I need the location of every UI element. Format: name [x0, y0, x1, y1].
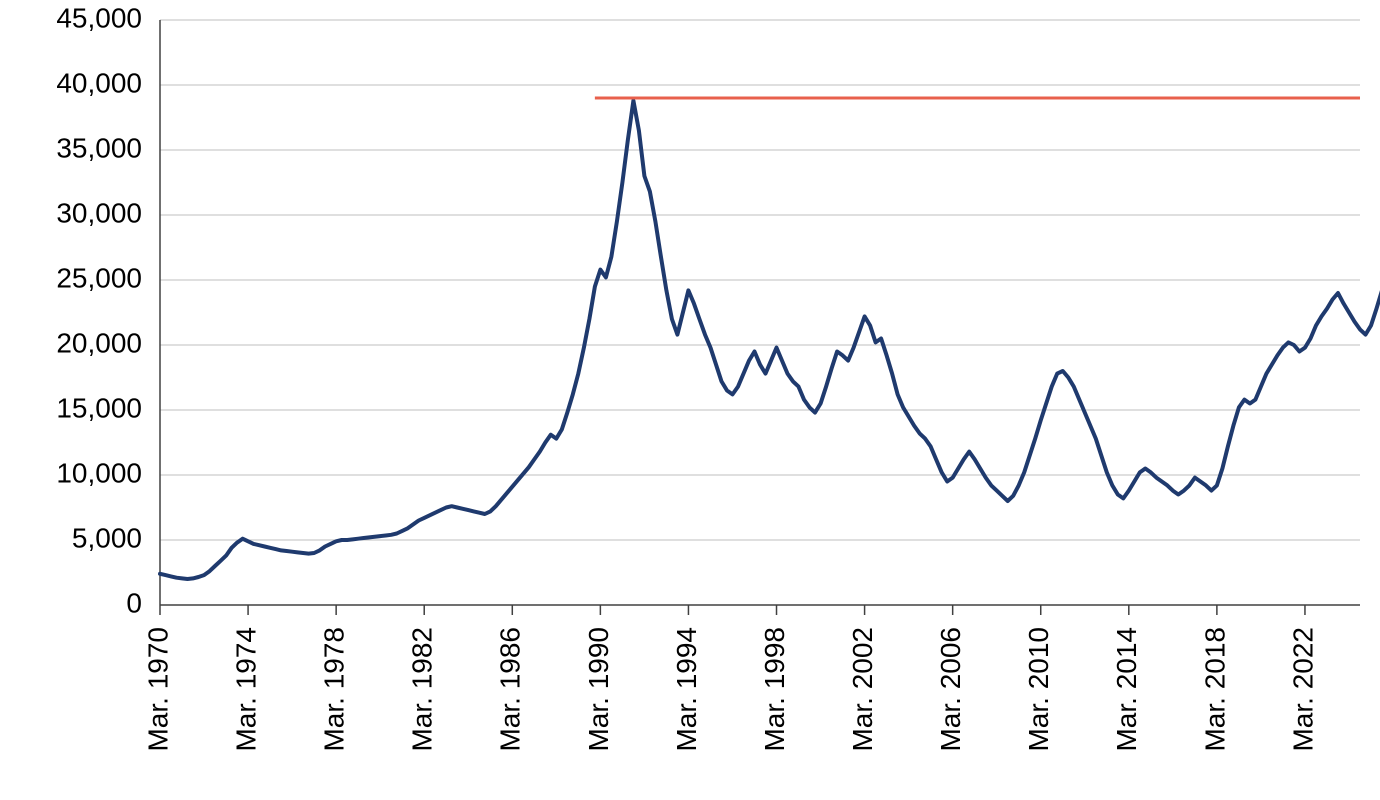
y-tick-label: 35,000: [56, 132, 142, 163]
x-tick-label: Mar. 1998: [759, 627, 790, 752]
y-tick-label: 5,000: [72, 522, 142, 553]
y-tick-label: 45,000: [56, 2, 142, 33]
x-tick-label: Mar. 1974: [230, 627, 261, 752]
line-chart: 0 5,000 10,000 15,000 20,000 25,000 30,000 35,0…: [0, 0, 1380, 800]
x-tick-label: Mar. 2014: [1111, 627, 1142, 752]
x-tick-label: Mar. 2018: [1199, 627, 1230, 752]
x-tick-label: Mar. 2022: [1287, 627, 1318, 752]
x-tick-label: Mar. 2002: [847, 627, 878, 752]
y-tick-label: 40,000: [56, 67, 142, 98]
y-tick-label: 25,000: [56, 262, 142, 293]
y-tick-label: 0: [126, 587, 142, 618]
y-tick-label: 10,000: [56, 457, 142, 488]
x-tick-label: Mar. 1994: [671, 627, 702, 752]
x-tick-label: Mar. 1978: [319, 627, 350, 752]
x-tick-label: Mar. 1982: [407, 627, 438, 752]
x-tick-label: Mar. 2006: [935, 627, 966, 752]
x-tick-label: Mar. 1990: [583, 627, 614, 752]
y-tick-label: 30,000: [56, 197, 142, 228]
x-tick-label: Mar. 1970: [142, 627, 173, 752]
chart-svg: 0 5,000 10,000 15,000 20,000 25,000 30,000 35,0…: [0, 0, 1380, 800]
x-tick-label: Mar. 2010: [1023, 627, 1054, 752]
y-tick-label: 15,000: [56, 392, 142, 423]
x-tick-label: Mar. 1986: [495, 627, 526, 752]
y-tick-label: 20,000: [56, 327, 142, 358]
